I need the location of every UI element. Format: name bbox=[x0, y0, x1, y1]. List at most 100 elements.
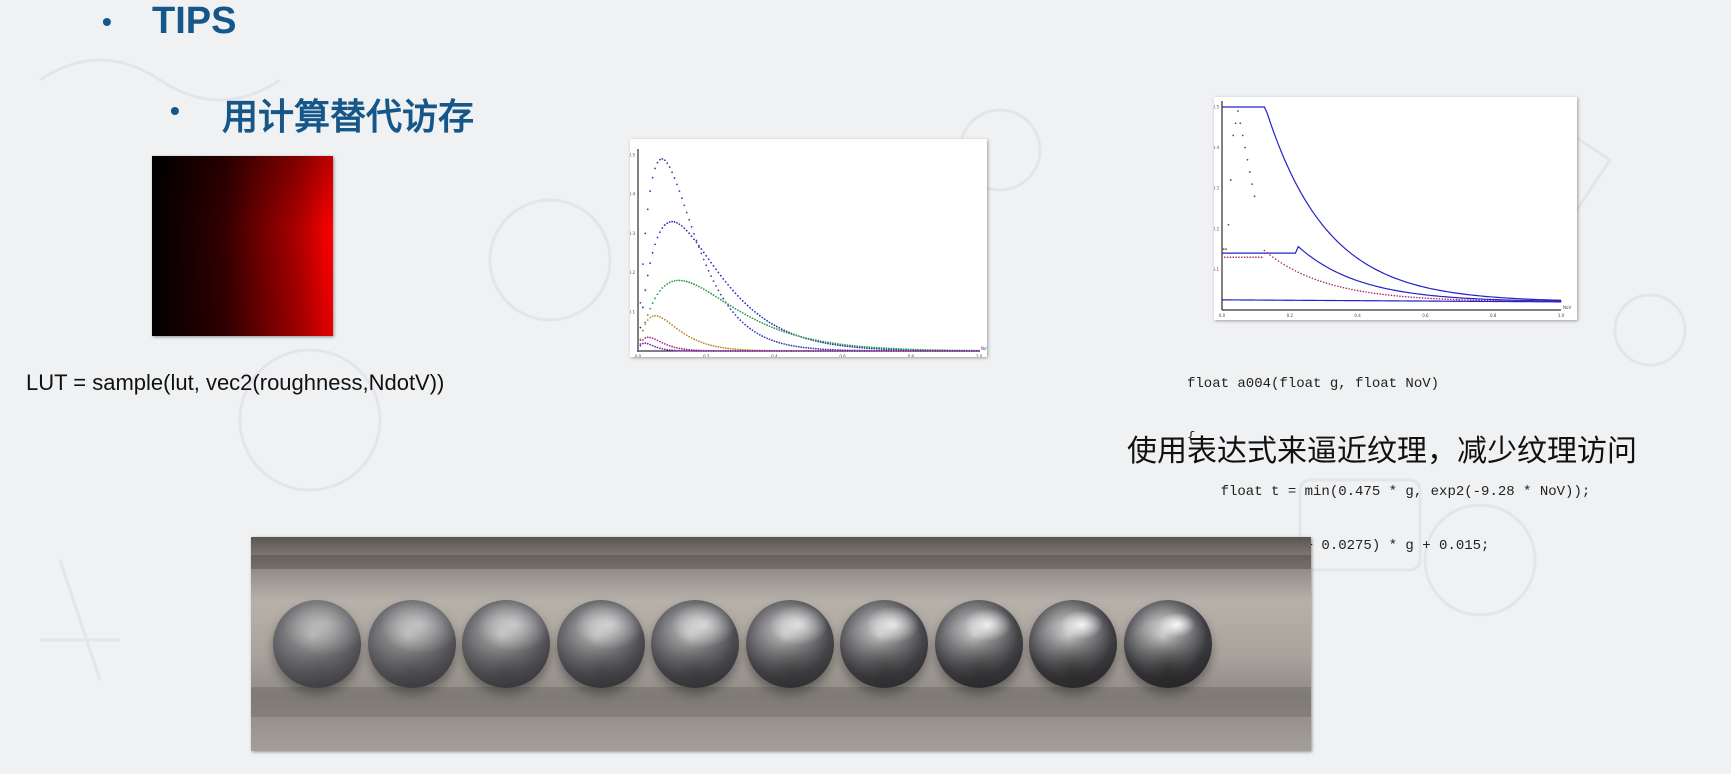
data-point bbox=[663, 348, 666, 351]
data-point bbox=[851, 344, 854, 347]
data-point bbox=[892, 350, 895, 352]
data-point bbox=[829, 341, 832, 344]
data-point bbox=[909, 350, 912, 352]
series-dots bbox=[1222, 110, 1256, 251]
data-point bbox=[649, 307, 652, 310]
data-point bbox=[836, 342, 839, 345]
data-point bbox=[739, 310, 742, 313]
data-point bbox=[754, 331, 756, 333]
data-point bbox=[958, 350, 961, 352]
data-point bbox=[1227, 223, 1230, 226]
data-point bbox=[693, 283, 695, 286]
data-point bbox=[639, 301, 642, 304]
data-point bbox=[678, 349, 681, 352]
data-point bbox=[690, 350, 693, 352]
data-point bbox=[715, 350, 717, 352]
data-point bbox=[693, 350, 695, 352]
data-point bbox=[683, 227, 686, 230]
data-point bbox=[783, 350, 786, 352]
data-point bbox=[697, 246, 700, 249]
data-point bbox=[732, 306, 734, 309]
data-point bbox=[897, 350, 900, 352]
data-point bbox=[771, 322, 773, 325]
series-line bbox=[1222, 106, 1562, 301]
data-point bbox=[970, 350, 973, 352]
x-tick-label: 0.6 bbox=[1422, 313, 1429, 318]
data-point bbox=[1240, 256, 1243, 259]
data-point bbox=[702, 288, 705, 291]
data-point bbox=[649, 343, 652, 346]
data-point bbox=[1305, 275, 1308, 277]
data-point bbox=[695, 339, 698, 342]
lut-sample-caption: LUT = sample(lut, vec2(roughness,NdotV)) bbox=[26, 370, 445, 395]
data-point bbox=[841, 344, 844, 347]
data-point bbox=[651, 176, 654, 179]
data-point bbox=[712, 345, 715, 347]
data-point bbox=[1289, 267, 1291, 269]
data-point bbox=[659, 231, 661, 234]
data-point bbox=[683, 349, 686, 352]
data-point bbox=[712, 265, 715, 267]
data-point bbox=[705, 289, 708, 292]
data-point bbox=[934, 350, 937, 352]
data-point bbox=[673, 279, 676, 282]
data-point bbox=[887, 350, 890, 352]
data-point bbox=[1444, 298, 1446, 300]
data-point bbox=[700, 248, 703, 250]
data-point bbox=[673, 346, 676, 349]
data-point bbox=[646, 208, 649, 211]
data-point bbox=[780, 328, 783, 330]
data-point bbox=[729, 308, 732, 310]
data-point bbox=[956, 350, 958, 352]
data-point bbox=[878, 346, 881, 349]
data-point bbox=[917, 350, 920, 352]
data-point bbox=[1404, 295, 1407, 298]
data-point bbox=[651, 337, 654, 340]
data-point bbox=[1221, 256, 1223, 259]
data-point bbox=[676, 346, 678, 349]
data-point bbox=[834, 342, 837, 345]
data-point bbox=[810, 338, 812, 341]
data-point bbox=[671, 171, 673, 174]
data-point bbox=[1339, 286, 1342, 288]
data-point bbox=[792, 345, 795, 347]
data-point bbox=[715, 345, 717, 348]
data-point bbox=[846, 345, 849, 348]
data-point bbox=[734, 348, 737, 351]
data-point bbox=[683, 204, 686, 207]
data-point bbox=[780, 330, 783, 332]
data-point bbox=[727, 350, 730, 352]
sphere-strip-image bbox=[251, 537, 1311, 751]
data-point bbox=[1461, 299, 1463, 301]
data-point bbox=[671, 220, 673, 223]
data-point bbox=[710, 275, 712, 278]
data-point bbox=[722, 346, 725, 349]
data-point bbox=[644, 323, 647, 326]
data-point bbox=[702, 342, 705, 345]
data-point bbox=[1224, 256, 1226, 259]
data-point bbox=[1353, 289, 1356, 291]
data-point bbox=[948, 350, 951, 352]
slide-subtitle: 用计算替代访存 bbox=[222, 96, 475, 137]
data-point bbox=[697, 285, 700, 288]
data-point bbox=[680, 197, 683, 200]
data-point bbox=[649, 262, 652, 265]
data-point bbox=[1348, 288, 1350, 290]
data-point bbox=[768, 338, 771, 341]
data-point bbox=[1317, 279, 1319, 282]
x-tick-label: 0.4 bbox=[771, 354, 778, 357]
data-point bbox=[1376, 292, 1379, 295]
data-point bbox=[661, 287, 664, 289]
code-line: float a004(float g, float NoV) bbox=[1187, 376, 1440, 392]
data-point bbox=[1447, 298, 1449, 301]
data-point bbox=[673, 325, 676, 328]
data-point bbox=[761, 350, 764, 352]
y-tick-label: 0.2 bbox=[1214, 226, 1219, 231]
data-point bbox=[1365, 291, 1367, 293]
data-point bbox=[1266, 252, 1268, 254]
data-point bbox=[754, 310, 756, 313]
data-point bbox=[844, 350, 846, 352]
data-point bbox=[1251, 183, 1254, 186]
data-point bbox=[1303, 274, 1305, 276]
data-point bbox=[802, 336, 805, 339]
